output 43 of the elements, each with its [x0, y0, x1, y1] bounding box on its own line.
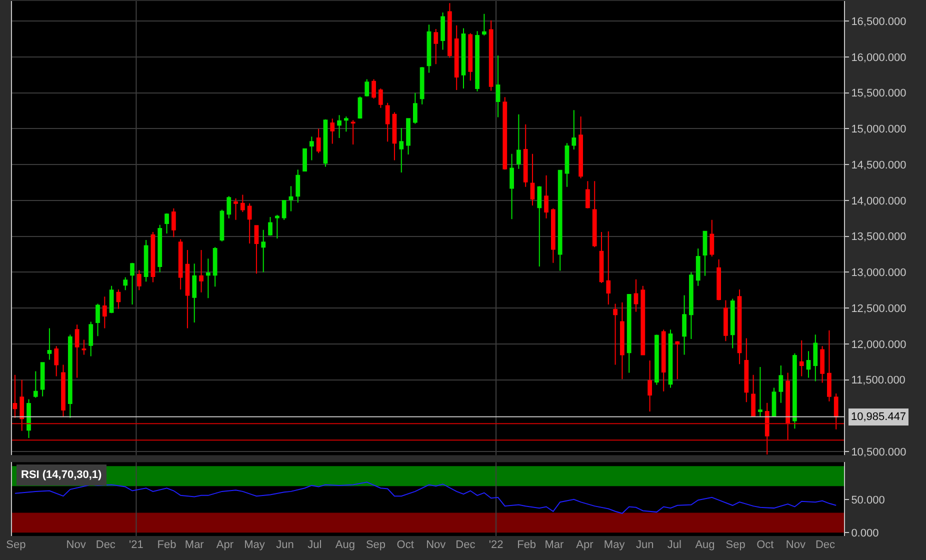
- x-tick-label: Jun: [276, 539, 294, 551]
- x-tick-label: Apr: [576, 539, 594, 551]
- y-tick-label: 0.000: [851, 528, 879, 540]
- x-tick-label: Sep: [6, 539, 26, 551]
- x-tick-label: Apr: [216, 539, 234, 551]
- x-tick-label: '22: [488, 539, 504, 551]
- y-tick-label: 13,500.000: [851, 231, 906, 244]
- x-tick-label: Sep: [366, 539, 386, 551]
- x-tick-label: Aug: [695, 539, 715, 551]
- y-tick-label: 11,500.000: [851, 374, 906, 387]
- x-tick-label: Feb: [157, 539, 176, 551]
- y-tick-label: 13,000.000: [851, 267, 906, 280]
- x-tick-label: Feb: [517, 539, 536, 551]
- y-tick-label: 12,000.000: [851, 338, 906, 351]
- x-tick-label: Dec: [815, 539, 836, 551]
- x-tick-label: May: [604, 539, 626, 551]
- y-tick-label: 16,000.000: [851, 52, 906, 64]
- x-tick-label: Jul: [667, 539, 682, 551]
- x-tick-label: Dec: [96, 539, 116, 551]
- x-tick-label: Mar: [184, 539, 204, 551]
- y-tick-label: 10,500.000: [851, 446, 906, 458]
- x-tick-label: Dec: [456, 539, 476, 551]
- x-tick-label: Jun: [636, 539, 654, 551]
- x-tick-label: Jul: [308, 539, 322, 551]
- x-tick-label: Aug: [335, 539, 355, 551]
- y-tick-label: 14,000.000: [851, 195, 906, 208]
- x-tick-label: Oct: [396, 539, 414, 551]
- x-tick-label: Sep: [726, 539, 746, 551]
- text: RSI (14,70,30,1): [21, 469, 102, 481]
- y-tick-label: 50.000: [851, 494, 885, 506]
- x-tick-label: May: [244, 539, 266, 551]
- y-tick-label: 12,500.000: [851, 302, 906, 315]
- x-tick-label: Mar: [544, 539, 564, 551]
- y-tick-label: 15,500.000: [851, 88, 906, 100]
- x-tick-label: Nov: [66, 539, 86, 551]
- x-tick-label: Oct: [756, 539, 774, 551]
- x-tick-label: Nov: [786, 539, 806, 551]
- x-tick-label: '21: [129, 539, 144, 551]
- y-tick-label: 16,500.000: [851, 16, 906, 28]
- ref-line-label: 10,985.447: [851, 411, 906, 423]
- y-tick-label: 15,000.000: [851, 124, 906, 136]
- y-tick-label: 14,500.000: [851, 159, 906, 172]
- x-tick-label: Nov: [426, 539, 446, 551]
